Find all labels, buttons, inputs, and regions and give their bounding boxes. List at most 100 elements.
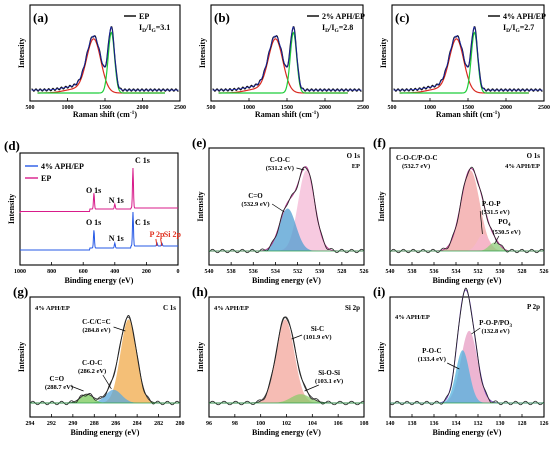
ratio-slash: /I: [328, 23, 334, 32]
panel-h-xtick-label: 100: [256, 421, 265, 427]
panel-d: 1000 800 600 400 200 0 Binding energy (eV) Inte…: [4, 138, 181, 285]
panel-i-xtick-label: 126: [540, 421, 549, 427]
g-coc-arrow: [102, 374, 112, 390]
panel-e-ylabel: Intensity: [196, 191, 205, 221]
panel-f-ylabel: Intensity: [377, 191, 386, 221]
panel-i-xtick-label: 140: [386, 421, 395, 427]
d-band-fit: [399, 38, 529, 94]
raman-envelope: [31, 26, 179, 91]
ratio-sub-g: G: [515, 28, 520, 34]
arrow-si2p: [160, 238, 163, 247]
panel-e-xtick-label: 538: [227, 269, 236, 275]
panel-e-xtick-label: 536: [249, 269, 258, 275]
panel-h-xtick-label: 96: [206, 421, 212, 427]
label-p2p: P 2p: [150, 230, 165, 239]
panel-b-xtick-label: 2000: [319, 105, 331, 111]
ratio-sub-g: G: [334, 28, 339, 34]
panel-b-ylabel: Intensity: [198, 38, 207, 68]
fit-component-1: [209, 208, 364, 251]
f-po4: PO4: [498, 218, 511, 228]
panel-d-xtick-label: 400: [110, 269, 119, 275]
panel-a-xtick-label: 1000: [62, 105, 74, 111]
label-c1s-aph: C 1s: [135, 218, 150, 227]
panel-g: 294 292 290 288 286 284 282 280 Binding energy (…: [13, 284, 185, 437]
e-title: O 1s: [347, 152, 361, 160]
ratio-value: =2.8: [339, 23, 354, 32]
i-poc-arrow: [447, 362, 460, 370]
ratio-sub-g: G: [151, 28, 156, 34]
panel-e-xtick-label: 528: [337, 269, 346, 275]
panel-i-frame: [389, 296, 545, 418]
panel-i-xtick-label: 136: [430, 421, 439, 427]
panel-h-xtick-label: 106: [334, 421, 343, 427]
panel-i-xtick-label: 134: [452, 421, 461, 427]
f-po4-val: (530.5 eV): [493, 229, 521, 236]
panel-g-frame: [29, 296, 181, 418]
ratio-label: ID/IG=3.1: [139, 23, 170, 34]
xlabel-end: ): [316, 110, 319, 119]
panel-f-xtick-label: 530: [496, 269, 505, 275]
panel-h-xtick-label: 104: [308, 421, 317, 427]
g-coc-val: (286.2 eV): [78, 368, 106, 375]
f-sub: 4% APH/EP: [505, 163, 540, 170]
fit-component-0: [390, 170, 544, 251]
panel-d-xtick-label: 800: [47, 269, 56, 275]
arrow-p2p: [155, 238, 158, 247]
panel-d-xlabel: Binding energy (eV): [65, 276, 134, 285]
h-sio-val: (103.1 eV): [315, 378, 343, 385]
panel-f: 540 538 536 534 532 530 528 526 Binding energy (…: [373, 135, 549, 285]
panel-i-xtick-label: 132: [474, 421, 483, 427]
panel-a-xtick-label: 500: [26, 105, 35, 111]
panel-g-xtick-label: 290: [68, 421, 77, 427]
i-right: P 2p: [527, 303, 540, 311]
panel-e-xtick-label: 526: [360, 269, 369, 275]
panel-d-xtick-label: 0: [177, 269, 180, 275]
g-band-fit: [218, 31, 348, 94]
ratio-label: ID/IG=2.7: [503, 23, 534, 34]
label-o1s-ep: O 1s: [86, 186, 101, 195]
i-pop-arrow: [471, 327, 481, 335]
i-pop: P-O-P/PO3: [479, 319, 512, 329]
panel-b-xlabel: Raman shift (cm-1): [255, 110, 319, 119]
panel-b-xtick-label: 1500: [281, 105, 293, 111]
panel-f-xlabel: Binding energy (eV): [433, 276, 502, 285]
ratio-slash: /I: [145, 23, 151, 32]
panel-d-xtick-label: 200: [142, 269, 151, 275]
d-band-fit: [37, 38, 165, 94]
e-coc-val: (531.2 eV): [266, 165, 294, 172]
ratio-sub-d: D: [506, 28, 510, 34]
panel-h-xlabel: Binding energy (eV): [252, 428, 321, 437]
panel-a-xlabel: Raman shift (cm-1): [73, 110, 137, 119]
panel-g-xtick-label: 288: [90, 421, 99, 427]
h-sic-val: (101.9 eV): [303, 334, 331, 341]
f-pop-val: (531.5 eV): [482, 209, 510, 216]
panel-a-ylabel: Intensity: [17, 38, 26, 68]
xlabel-end: ): [497, 110, 500, 119]
panel-c: 500 1000 1500 2000 2500 Raman shift (cm-1) Int…: [379, 4, 550, 119]
panel-c-xtick-label: 1500: [462, 105, 474, 111]
panel-d-xtick-label: 1000: [14, 269, 26, 275]
panel-h-panel-label: (h): [192, 284, 208, 299]
xlabel-sup: -1: [493, 110, 498, 116]
panel-c-xtick-label: 2000: [500, 105, 512, 111]
ratio-label: ID/IG=2.8: [322, 23, 353, 34]
panel-a-xtick-label: 2000: [137, 105, 149, 111]
fit-component-0: [209, 319, 364, 403]
panel-g-xtick-label: 292: [47, 421, 56, 427]
g-cc: C-C/C=C: [82, 318, 111, 326]
f-pop: P-O-P: [482, 200, 501, 208]
legend-aph-label: 4% APH/EP: [41, 162, 84, 171]
raw-spectrum: [208, 316, 365, 406]
h-sio: Si-O-Si: [318, 369, 340, 377]
panel-c-xtick-label: 2500: [538, 105, 550, 111]
e-co-arrow: [271, 203, 285, 213]
panel-c-xlabel: Raman shift (cm-1): [436, 110, 500, 119]
panel-a-xtick-label: 2500: [174, 105, 186, 111]
g-co: C=O: [50, 375, 65, 383]
g-co-val: (288.7 eV): [45, 384, 73, 391]
panel-i-xtick-label: 138: [408, 421, 417, 427]
g-band-fit: [399, 31, 529, 94]
panel-g-xtick-label: 294: [26, 421, 35, 427]
panel-f-xtick-label: 528: [518, 269, 527, 275]
